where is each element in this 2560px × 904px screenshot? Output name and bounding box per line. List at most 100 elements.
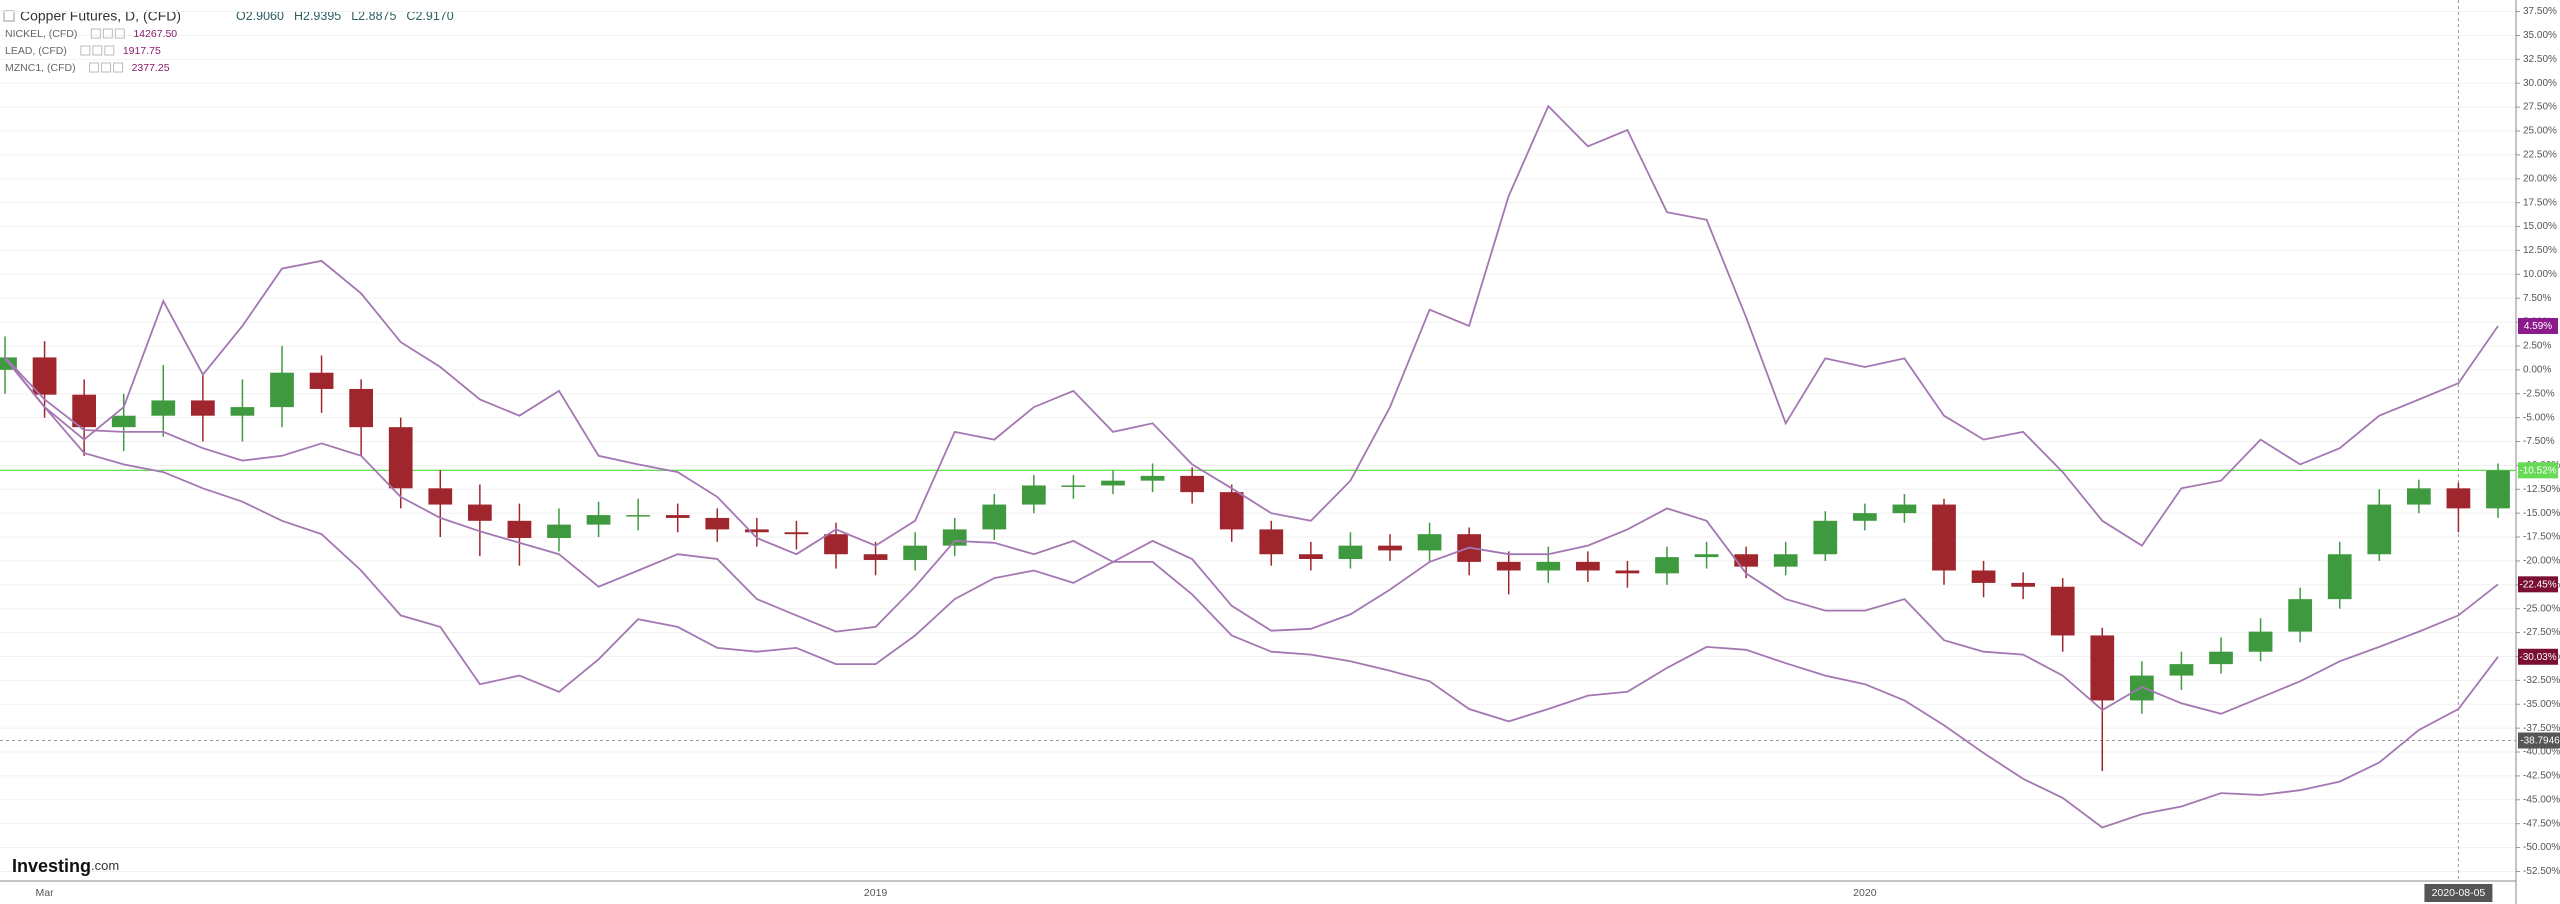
candle-body [1734, 554, 1759, 567]
candle-body [586, 515, 611, 525]
y-tick-label: -17.50% [2523, 532, 2560, 543]
y-tick-label: 15.00% [2523, 221, 2557, 232]
y-tick-label: -47.50% [2523, 818, 2560, 829]
candle-body [1219, 492, 1244, 530]
candle-body [1417, 534, 1442, 551]
candle-body [2446, 488, 2471, 509]
legend-name: LEAD, (CFD) [5, 45, 67, 57]
candle-body [2169, 664, 2194, 676]
candle-body [1496, 561, 1521, 571]
candle-body [547, 524, 571, 538]
series-line [4, 104, 2499, 556]
series-line [4, 356, 2499, 715]
y-tick-label: 32.50% [2523, 54, 2557, 65]
price-badge-label: -30.03% [2519, 652, 2556, 663]
y-tick-label: -50.00% [2523, 842, 2560, 853]
candle-body [1694, 554, 1719, 558]
y-tick-label: -35.00% [2523, 699, 2560, 710]
legend-icon [113, 62, 124, 73]
y-tick-label: 17.50% [2523, 197, 2557, 208]
candle-body [1140, 475, 1165, 481]
price-badge [2518, 576, 2558, 593]
candle-body [784, 532, 809, 535]
candle-body [1971, 570, 1996, 583]
y-tick-label: -37.50% [2523, 723, 2560, 734]
legend-icon [90, 28, 101, 39]
candle-body [1180, 475, 1205, 493]
low-value: L2.8875 [351, 9, 396, 23]
y-tick-label: 27.50% [2523, 102, 2557, 113]
candle-body [1892, 504, 1917, 514]
legend-icon [101, 62, 112, 73]
legend-icon [114, 28, 125, 39]
candle-body [1575, 561, 1600, 571]
y-tick-label: -12.50% [2523, 484, 2560, 495]
x-label-highlight [2424, 884, 2493, 902]
legend-icon [89, 62, 100, 73]
candle-body [626, 515, 651, 517]
candle-body [863, 554, 888, 560]
candle-body [744, 529, 769, 533]
candle-body [2209, 651, 2233, 665]
y-tick-label: 10.00% [2523, 269, 2557, 280]
close-value: C2.9170 [406, 9, 453, 23]
y-tick-label: 22.50% [2523, 150, 2557, 161]
candle-body [942, 529, 967, 546]
y-tick-label: -52.50% [2523, 866, 2560, 877]
brand-suffix: .com [91, 858, 119, 873]
y-tick-label: -15.00% [2523, 508, 2560, 519]
candle-body [1852, 513, 1877, 521]
candle-body [309, 372, 334, 389]
candle-body [1101, 480, 1125, 486]
candle-body [1932, 504, 1956, 571]
brand-logo: Investing.com [12, 856, 119, 876]
y-tick-label: -25.00% [2523, 603, 2560, 614]
y-tick-label: -2.50% [2523, 388, 2555, 399]
candle-body [2248, 631, 2273, 652]
candle-body [2288, 599, 2313, 632]
x-tick-label: 2020 [1853, 887, 1877, 899]
candle-body [151, 400, 176, 416]
y-tick-label: 7.50% [2523, 293, 2551, 304]
crosshair-badge [2518, 732, 2560, 749]
y-tick-label: -7.50% [2523, 436, 2555, 447]
candle-body [2090, 635, 2115, 701]
legend-name: MZNC1, (CFD) [5, 62, 76, 74]
candle-body [2367, 504, 2392, 555]
candle-body [824, 534, 848, 555]
legend-name: NICKEL, (CFD) [5, 28, 77, 40]
chart-title: Copper Futures, D, (CFD) [20, 8, 181, 24]
candle-body [1259, 529, 1284, 555]
brand-name: Investing [12, 856, 91, 876]
crosshair-badge-label: -38.7946 [2520, 736, 2560, 747]
legend-icon [80, 45, 91, 56]
candle-body [1338, 545, 1363, 560]
candle-body [2327, 554, 2352, 600]
legend-icon [102, 28, 113, 39]
candle-body [230, 407, 255, 416]
price-badge-label: -10.52% [2519, 465, 2556, 476]
y-tick-label: -5.00% [2523, 412, 2555, 423]
candle-body [1813, 520, 1838, 555]
y-tick-label: -42.50% [2523, 771, 2560, 782]
y-tick-label: 37.50% [2523, 6, 2557, 17]
candle-body [32, 357, 57, 395]
price-badge-label: 4.59% [2524, 321, 2552, 332]
candle-body [1615, 570, 1640, 574]
candle-body [2011, 582, 2036, 587]
y-tick-label: 35.00% [2523, 30, 2557, 41]
candle-body [428, 488, 453, 505]
candle-body [665, 515, 690, 518]
candle-body [1061, 485, 1086, 487]
y-tick-label: -45.00% [2523, 794, 2560, 805]
series-line [4, 356, 2499, 829]
candle-body [190, 400, 215, 416]
x-tick-label: 2020-08-05 [2432, 887, 2486, 899]
collapse-icon[interactable] [3, 10, 15, 22]
candle-body [1021, 485, 1046, 505]
x-tick-label: Mar [36, 887, 55, 899]
candle-body [467, 504, 492, 521]
price-badge [2518, 317, 2558, 334]
candle-body [507, 520, 532, 538]
